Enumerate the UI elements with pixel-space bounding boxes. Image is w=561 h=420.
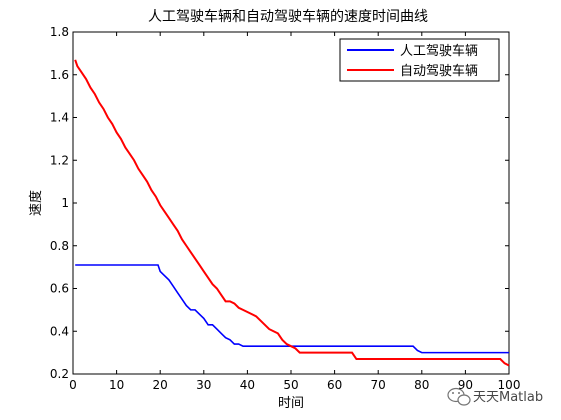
series-line-manual-driving <box>75 264 509 354</box>
y-tick-label: 0.8 <box>50 239 69 253</box>
series-line-autonomous-driving <box>74 59 510 367</box>
watermark: 天天Matlab <box>447 387 543 406</box>
y-tick-label: 1.4 <box>50 111 69 125</box>
y-tick-label: 0.4 <box>50 324 69 338</box>
series-layer <box>74 59 510 367</box>
x-tick-label: 80 <box>414 378 429 392</box>
watermark-text: 天天Matlab <box>473 390 543 405</box>
x-tick-label: 100 <box>498 378 521 392</box>
legend-label-manual: 人工驾驶车辆 <box>400 43 478 59</box>
x-tick-label: 10 <box>109 378 124 392</box>
x-tick-label: 70 <box>371 378 386 392</box>
y-tick-label: 0.2 <box>50 367 69 381</box>
x-tick-label: 50 <box>283 378 298 392</box>
y-tick-label: 1.6 <box>50 68 69 82</box>
legend-box <box>339 38 500 82</box>
x-axis: 0 10 20 30 40 50 60 70 80 90 100 <box>69 32 520 392</box>
x-tick-label: 60 <box>327 378 342 392</box>
chart-title: 人工驾驶车辆和自动驾驶车辆的速度时间曲线 <box>148 8 428 25</box>
x-tick-label: 30 <box>196 378 211 392</box>
y-axis: 0.2 0.4 0.6 0.8 1 1.2 1.4 1.6 1.8 <box>50 25 509 381</box>
x-axis-label: 时间 <box>278 396 304 411</box>
y-tick-label: 1.2 <box>50 153 69 167</box>
y-tick-label: 0.6 <box>50 282 69 296</box>
y-axis-label: 速度 <box>28 190 44 216</box>
plot-area <box>72 31 510 375</box>
x-tick-label: 40 <box>240 378 255 392</box>
x-tick-label: 90 <box>458 378 473 392</box>
x-tick-label: 0 <box>69 378 77 392</box>
legend-label-auto: 自动驾驶车辆 <box>400 63 478 79</box>
legend: 人工驾驶车辆 自动驾驶车辆 <box>339 38 500 82</box>
wechat-icon <box>447 387 471 406</box>
y-tick-label: 1 <box>61 196 69 210</box>
y-tick-label: 1.8 <box>50 25 69 39</box>
x-tick-label: 20 <box>153 378 168 392</box>
